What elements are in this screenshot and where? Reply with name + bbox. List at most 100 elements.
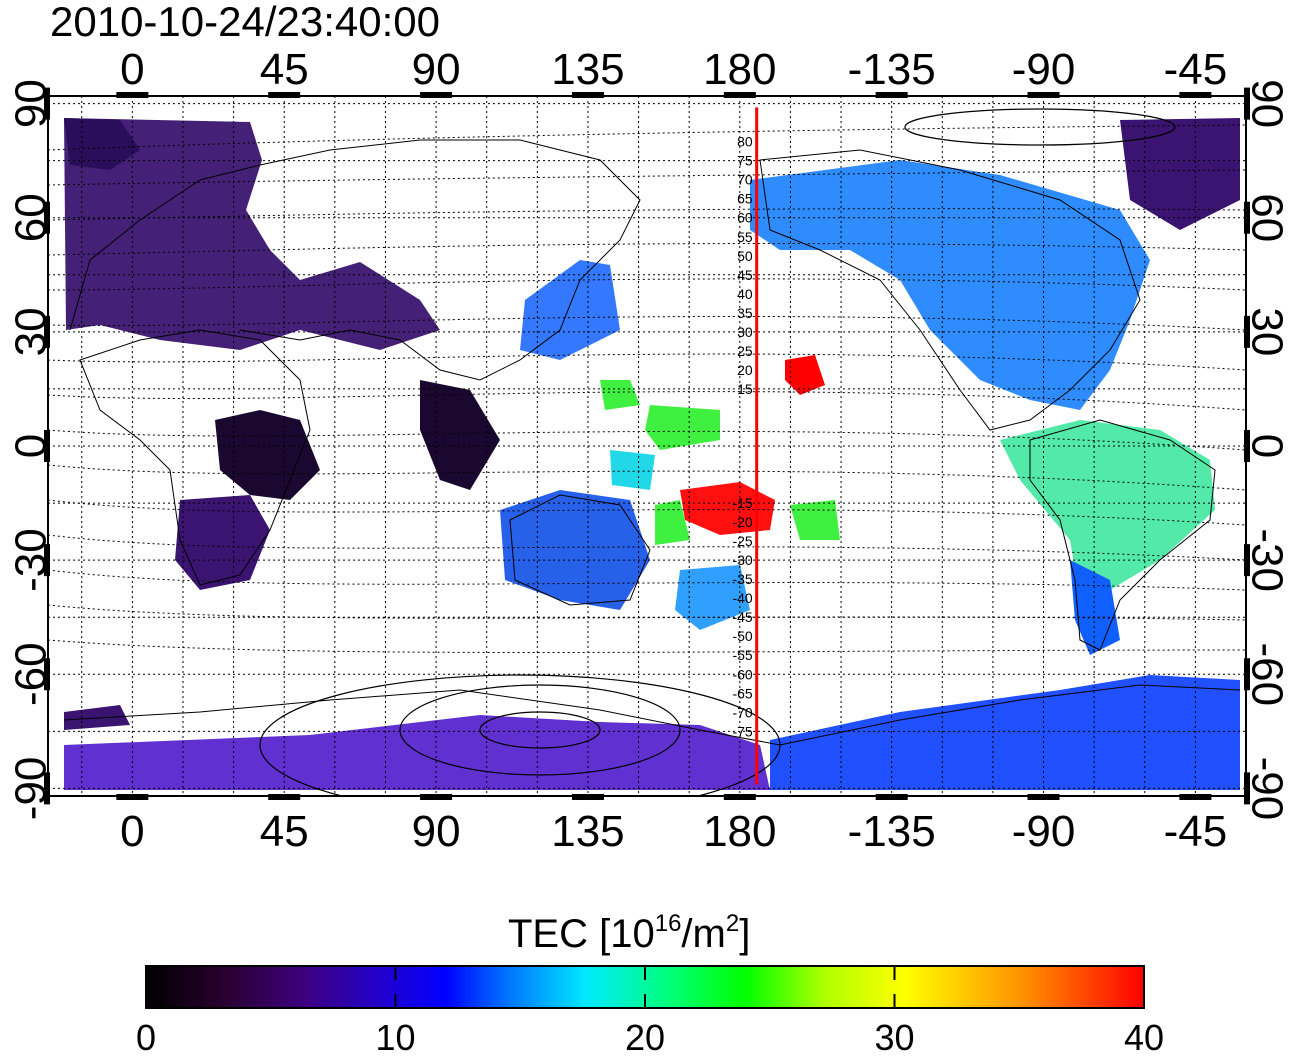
tec-region-antarctic-rim [64, 705, 130, 730]
bottom-tick-mark [116, 794, 149, 800]
right-tick-mark [1244, 430, 1250, 462]
right-tick-mark [1244, 87, 1250, 120]
top-tick-mark [420, 92, 453, 98]
contour-line [48, 639, 1246, 653]
tec-region-siberia [64, 118, 140, 170]
coastline-australia [509, 494, 651, 606]
tec-region-europe-asia [64, 118, 440, 350]
tec-region-pacific-green [600, 380, 840, 545]
top-longitude-tick-label: 90 [412, 45, 461, 94]
meridian-lat-label: 35 [737, 305, 753, 321]
bottom-longitude-tick-label: -45 [1164, 807, 1228, 856]
top-longitude-tick-label: -90 [1012, 45, 1076, 94]
top-longitude-tick-label: 0 [120, 45, 144, 94]
map-plot-area: 80 75 70 65 60 55 50 45 40 35 30 25 20 15 -15 -20 -25 -30… [48, 96, 1246, 796]
top-longitude-tick-label: -135 [848, 45, 936, 94]
tec-region-antarctica-east [770, 675, 1240, 790]
top-tick-mark [875, 92, 908, 98]
meridian-lat-label: -50 [732, 628, 752, 644]
tec-region-africa [215, 410, 320, 500]
meridian-lat-label: -75 [732, 723, 752, 739]
north-pole-contour [904, 108, 1176, 146]
meridian-lat-label: -60 [732, 666, 752, 682]
axis-labels: 0 45 90 135 180 -135 -90 -450 45 90 135 180 -135 -90-… [7, 45, 1292, 856]
tec-data-overlay [64, 118, 1240, 790]
colorbar-title-unit: /m [681, 912, 725, 956]
bottom-longitude-tick-label: 90 [412, 807, 461, 856]
bottom-longitude-tick-label: -90 [1012, 807, 1076, 856]
bottom-tick-mark [1027, 794, 1060, 800]
timestamp-title: 2010-10-24/23:40:00 [50, 0, 440, 45]
top-longitude-tick-label: 45 [260, 45, 309, 94]
right-latitude-tick-label: 60 [1242, 193, 1291, 242]
right-tick-mark [1244, 544, 1250, 577]
bottom-longitude-tick-label: 0 [120, 807, 144, 856]
tec-region-australia [500, 490, 650, 610]
right-latitude-tick-label: 90 [1242, 79, 1291, 128]
meridian-lat-label: -15 [732, 495, 752, 511]
right-latitude-tick-label: 0 [1242, 434, 1291, 458]
contour-line [48, 353, 1246, 371]
colorbar-tick-label: 30 [874, 1017, 914, 1057]
right-tick-mark [1244, 315, 1250, 348]
colorbar-title-suffix: ] [739, 912, 750, 956]
tec-region-new-zealand [675, 565, 750, 630]
bottom-tick-mark [875, 794, 908, 800]
right-tick-mark [1244, 658, 1250, 691]
right-latitude-tick-label: -90 [1242, 757, 1291, 821]
tec-region-pacific-cyan [610, 450, 655, 490]
bottom-tick-mark [571, 794, 604, 800]
tec-region-east-asia [520, 260, 620, 360]
bottom-tick-mark [1179, 794, 1212, 800]
coastline-south-america [1029, 419, 1216, 651]
coastline-eurasia [69, 139, 641, 381]
top-tick-mark [116, 92, 149, 98]
bottom-longitude-tick-label: -135 [848, 807, 936, 856]
colorbar-tick-label: 20 [625, 1017, 665, 1057]
left-tick-mark [44, 430, 50, 462]
top-longitude-tick-label: -45 [1164, 45, 1228, 94]
meridian-lat-label: 55 [737, 229, 753, 245]
top-longitude-tick-label: 180 [703, 45, 776, 94]
top-tick-mark [1027, 92, 1060, 98]
colorbar-tick-label: 0 [136, 1017, 156, 1057]
contour-line [48, 569, 1246, 591]
meridian-lat-label: -30 [732, 552, 752, 568]
graticule-grid [48, 96, 1246, 796]
meridian-lat-label: 40 [737, 286, 753, 302]
meridian-lat-label: 60 [737, 210, 753, 226]
colorbar-title-exponent: 16 [655, 910, 682, 937]
contour-line [48, 429, 1246, 451]
coastline-africa [79, 329, 311, 586]
right-latitude-tick-label: 30 [1242, 307, 1291, 356]
meridian-lat-label: 50 [737, 248, 753, 264]
contour-line [48, 534, 1246, 561]
top-tick-mark [571, 92, 604, 98]
tec-region-arctic-canada [1120, 118, 1240, 230]
contour-line [48, 278, 1246, 291]
meridian-lat-label: 20 [737, 362, 753, 378]
bottom-tick-mark [420, 794, 453, 800]
contour-line [48, 169, 1246, 186]
left-tick-mark [44, 201, 50, 234]
meridian-lat-label: -55 [732, 647, 752, 663]
coastline-antarctica [63, 684, 1241, 746]
contour-line [48, 391, 1246, 411]
colorbar-title-unit-exponent: 2 [726, 910, 739, 937]
meridian-lat-label: 65 [737, 191, 753, 207]
top-tick-mark [1179, 92, 1212, 98]
top-tick-mark [723, 92, 756, 98]
magnetic-contours [48, 124, 1246, 653]
meridian-lat-label: -65 [732, 685, 752, 701]
colorbar: TEC [1016/m2] 0 10 20 30 40 [136, 910, 1164, 1058]
bottom-tick-mark [723, 794, 756, 800]
contour-line [48, 124, 1246, 151]
tec-region-pacific-red-north [785, 355, 825, 395]
left-tick-mark [44, 658, 50, 691]
right-tick-mark [1244, 772, 1250, 805]
south-pole-contour-inner [479, 711, 601, 749]
left-tick-mark [44, 772, 50, 805]
coastlines [63, 139, 1241, 746]
contour-line [48, 243, 1246, 256]
